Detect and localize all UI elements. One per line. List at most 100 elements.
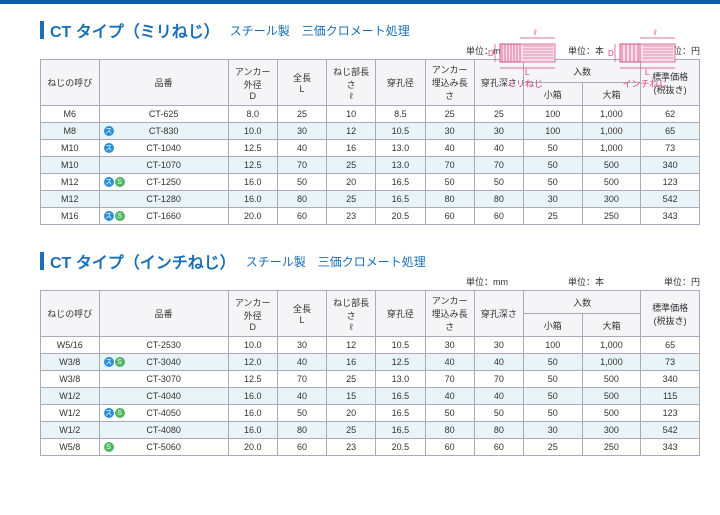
cell: 50 — [524, 388, 583, 405]
cell: 23 — [327, 439, 376, 456]
badge-blue-icon: ス — [104, 126, 114, 136]
cell: 500 — [582, 174, 641, 191]
cell: 70 — [277, 371, 326, 388]
cell: 500 — [582, 157, 641, 174]
column-header: アンカー外径D — [228, 291, 277, 337]
svg-text:L: L — [525, 68, 530, 76]
badge-green-icon: S — [115, 177, 125, 187]
cell: 1,000 — [582, 337, 641, 354]
badge-green-icon: S — [115, 357, 125, 367]
cell: M12 — [41, 174, 100, 191]
cell: 50 — [524, 174, 583, 191]
cell: 50 — [425, 405, 474, 422]
cell: 60 — [277, 208, 326, 225]
part-cell: SCT-5060 — [99, 439, 228, 456]
cell: 40 — [277, 354, 326, 371]
cell: 20.5 — [376, 208, 425, 225]
column-header: 標準価格(税抜き) — [641, 291, 700, 337]
cell: 16 — [327, 354, 376, 371]
cell: 16.0 — [228, 174, 277, 191]
cell: 25 — [425, 106, 474, 123]
table-row: M10スCT-104012.5401613.04040501,00073 — [41, 140, 700, 157]
cell: 70 — [425, 371, 474, 388]
section2-header: CT タイプ（インチねじ） スチール製 三価クロメート処理 — [40, 249, 700, 273]
cell: 25 — [327, 422, 376, 439]
badge-blue-icon: ス — [104, 143, 114, 153]
cell: W3/8 — [41, 354, 100, 371]
table-row: M6CT-6258.025108.525251001,00062 — [41, 106, 700, 123]
cell: 12.5 — [376, 354, 425, 371]
cell: 340 — [641, 157, 700, 174]
cell: 60 — [474, 439, 523, 456]
cell: 25 — [524, 208, 583, 225]
cell: 80 — [277, 191, 326, 208]
cell: 73 — [641, 354, 700, 371]
cell: M10 — [41, 157, 100, 174]
cell: 50 — [524, 405, 583, 422]
section2-subtitle: スチール製 三価クロメート処理 — [246, 253, 426, 270]
cell: 1,000 — [582, 140, 641, 157]
cell: 16.0 — [228, 422, 277, 439]
cell: 20.5 — [376, 439, 425, 456]
cell: 500 — [582, 371, 641, 388]
section1-subtitle: スチール製 三価クロメート処理 — [230, 22, 410, 39]
cell: 100 — [524, 337, 583, 354]
column-header: アンカー外径D — [228, 60, 277, 106]
cell: 40 — [425, 354, 474, 371]
cell: 50 — [277, 405, 326, 422]
table-row: W3/8スSCT-304012.0401612.54040501,00073 — [41, 354, 700, 371]
cell: 73 — [641, 140, 700, 157]
cell: W5/8 — [41, 439, 100, 456]
cell: 16.0 — [228, 388, 277, 405]
cell: 30 — [425, 123, 474, 140]
diagram-metric: D L ℓ ミリねじ — [480, 26, 570, 90]
cell: 80 — [474, 422, 523, 439]
cell: 40 — [474, 354, 523, 371]
column-header: ねじの呼び — [41, 291, 100, 337]
table-row: W3/8CT-307012.5702513.0707050500340 — [41, 371, 700, 388]
cell: 25 — [524, 439, 583, 456]
cell: 340 — [641, 371, 700, 388]
cell: 50 — [425, 174, 474, 191]
cell: 12 — [327, 337, 376, 354]
part-cell: スSCT-4050 — [99, 405, 228, 422]
cell: 16.5 — [376, 388, 425, 405]
column-header: ねじの呼び — [41, 60, 100, 106]
cell: 16.0 — [228, 405, 277, 422]
badge-blue-icon: ス — [104, 211, 114, 221]
cell: 8.0 — [228, 106, 277, 123]
part-cell: CT-4080 — [99, 422, 228, 439]
cell: 80 — [277, 422, 326, 439]
cell: 30 — [277, 337, 326, 354]
cell: 60 — [425, 439, 474, 456]
cell: 13.0 — [376, 371, 425, 388]
cell: 50 — [474, 405, 523, 422]
cell: 50 — [277, 174, 326, 191]
svg-text:D: D — [488, 49, 494, 58]
cell: M8 — [41, 123, 100, 140]
part-cell: CT-1070 — [99, 157, 228, 174]
cell: 10 — [327, 106, 376, 123]
cell: 65 — [641, 123, 700, 140]
cell: 25 — [474, 106, 523, 123]
part-cell: CT-3070 — [99, 371, 228, 388]
cell: 100 — [524, 123, 583, 140]
cell: 10.0 — [228, 123, 277, 140]
cell: W1/2 — [41, 422, 100, 439]
column-header: 穿孔径 — [376, 291, 425, 337]
cell: 300 — [582, 422, 641, 439]
cell: 8.5 — [376, 106, 425, 123]
cell: 12.5 — [228, 140, 277, 157]
cell: 50 — [524, 371, 583, 388]
table-row: M10CT-107012.5702513.0707050500340 — [41, 157, 700, 174]
cell: 15 — [327, 388, 376, 405]
cell: 500 — [582, 388, 641, 405]
cell: 80 — [425, 422, 474, 439]
cell: 65 — [641, 337, 700, 354]
cell: 343 — [641, 439, 700, 456]
badge-blue-icon: ス — [104, 177, 114, 187]
cell: 30 — [277, 123, 326, 140]
part-cell: スCT-830 — [99, 123, 228, 140]
table-row: W1/2スSCT-405016.0502016.5505050500123 — [41, 405, 700, 422]
cell: 542 — [641, 191, 700, 208]
